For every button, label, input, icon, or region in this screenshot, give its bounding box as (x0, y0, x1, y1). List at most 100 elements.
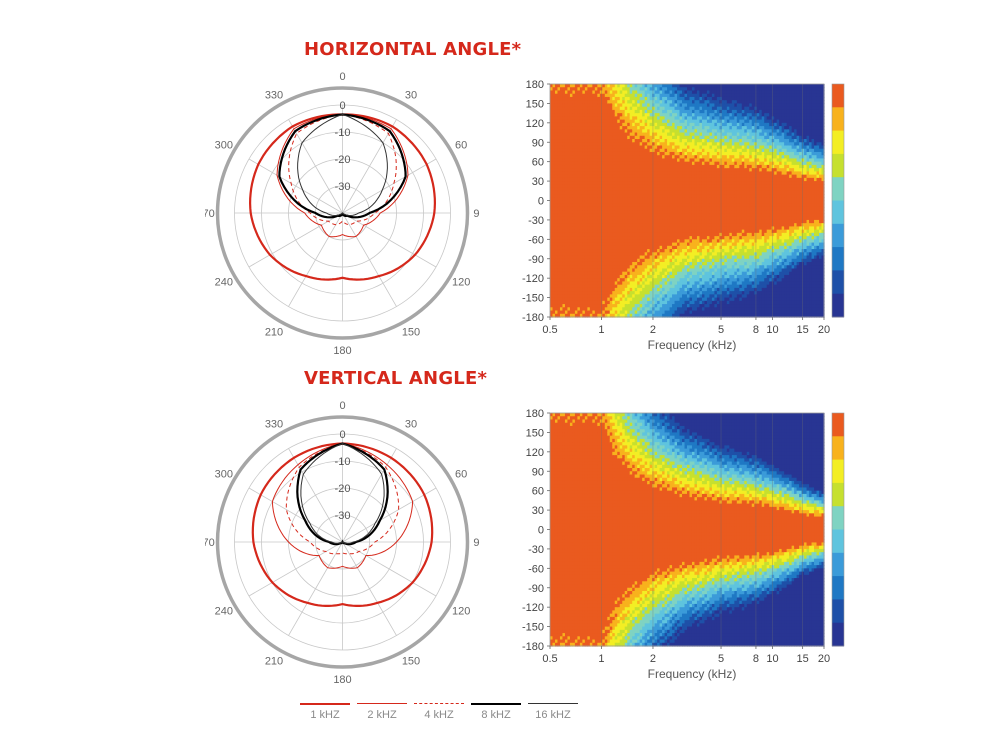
sonogram-cell (594, 284, 598, 289)
sonogram-cell (699, 245, 703, 250)
sonogram-cell (607, 213, 611, 218)
sonogram-cell (652, 274, 656, 279)
sonogram-cell (696, 168, 701, 172)
sonogram-cell (550, 242, 554, 247)
sonogram-cell (679, 194, 683, 198)
sonogram-cell (557, 313, 561, 318)
sonogram-cell (664, 93, 668, 98)
sonogram-cell (637, 265, 641, 270)
sonogram-cell (554, 268, 559, 273)
sonogram-cell (694, 177, 698, 182)
sonogram-cell (706, 229, 711, 234)
sonogram-cell (572, 242, 576, 247)
sonogram-cell (684, 142, 688, 147)
sonogram-cell (554, 216, 559, 221)
sonogram-cell (647, 206, 651, 211)
sonogram-cell (647, 229, 651, 234)
sonogram-cell (654, 145, 658, 150)
sonogram-cell (589, 294, 593, 299)
sonogram-cell (649, 151, 653, 156)
sonogram-cell (672, 242, 676, 247)
sonogram-cell (624, 268, 628, 273)
sonogram-cell (659, 155, 663, 160)
sonogram-cell (667, 158, 671, 163)
sonogram-cell (714, 304, 718, 308)
sonogram-cell (602, 190, 606, 195)
sonogram-cell (577, 297, 581, 302)
sonogram-cell (696, 113, 701, 117)
sonogram-cell (624, 229, 628, 234)
sonogram-cell (647, 310, 651, 315)
sonogram-cell (559, 155, 564, 160)
sonogram-cell (642, 281, 646, 286)
sonogram-cell (617, 242, 621, 247)
sonogram-cell (617, 164, 621, 169)
sonogram-cell (694, 84, 698, 88)
sonogram-cell (562, 103, 566, 108)
sonogram-cell (584, 151, 588, 156)
sonogram-cell (569, 116, 574, 121)
sonogram-cell (639, 229, 643, 234)
sonogram-cell (614, 239, 618, 244)
sonogram-cell (624, 126, 628, 130)
sonogram-cell (562, 90, 566, 95)
sonogram-cell (552, 206, 556, 211)
sonogram-cell (687, 274, 691, 279)
sonogram-cell (647, 158, 651, 163)
sonogram-cell (714, 119, 718, 124)
sonogram-cell (592, 103, 596, 108)
sonogram-cell (687, 155, 691, 160)
sonogram-cell (634, 229, 638, 234)
sonogram-cell (682, 142, 686, 147)
sonogram-cell (649, 197, 653, 202)
sonogram-cell (634, 103, 638, 108)
sonogram-cell (706, 139, 711, 143)
sonogram-cell (701, 206, 706, 211)
sonogram-cell (552, 139, 556, 143)
sonogram-cell (677, 93, 681, 98)
sonogram-cell (694, 300, 698, 305)
sonogram-cell (689, 135, 693, 140)
sonogram-cell (627, 135, 631, 140)
sonogram-cell (677, 184, 681, 189)
sonogram-cell (587, 210, 591, 215)
sonogram-cell (559, 258, 564, 263)
sonogram-cell (716, 261, 720, 266)
sonogram-cell (689, 223, 693, 227)
sonogram-cell (569, 252, 574, 257)
sonogram-cell (657, 184, 661, 189)
sonogram-cell (627, 271, 631, 276)
sonogram-cell (652, 226, 656, 231)
sonogram-cell (677, 304, 681, 308)
sonogram-cell (689, 281, 693, 286)
sonogram-cell (714, 174, 718, 179)
sonogram-cell (642, 164, 646, 169)
sonogram-cell (704, 106, 708, 111)
sonogram-cell (554, 145, 559, 150)
sonogram-cell (562, 274, 566, 279)
sonogram-cell (644, 278, 648, 283)
sonogram-cell (550, 129, 554, 134)
sonogram-cell (569, 219, 574, 224)
sonogram-cell (567, 139, 571, 143)
sonogram-cell (677, 310, 681, 315)
sonogram-cell (657, 252, 661, 257)
sonogram-cell (589, 90, 593, 95)
sonogram-cell (634, 187, 638, 192)
sonogram-cell (664, 271, 668, 276)
sonogram-cell (716, 174, 720, 179)
sonogram-cell (709, 245, 713, 250)
sonogram-cell (644, 268, 648, 273)
sonogram-cell (647, 96, 651, 101)
sonogram-cell (607, 307, 611, 312)
sonogram-cell (634, 232, 638, 237)
sonogram-cell (647, 100, 651, 105)
sonogram-cell (612, 158, 616, 163)
sonogram-cell (612, 271, 616, 276)
sonogram-cell (619, 210, 623, 215)
sonogram-cell (564, 84, 569, 88)
sonogram-cell (687, 122, 691, 127)
sonogram-cell (614, 129, 618, 134)
sonogram-cell (632, 84, 636, 88)
sonogram-cell (559, 190, 564, 195)
